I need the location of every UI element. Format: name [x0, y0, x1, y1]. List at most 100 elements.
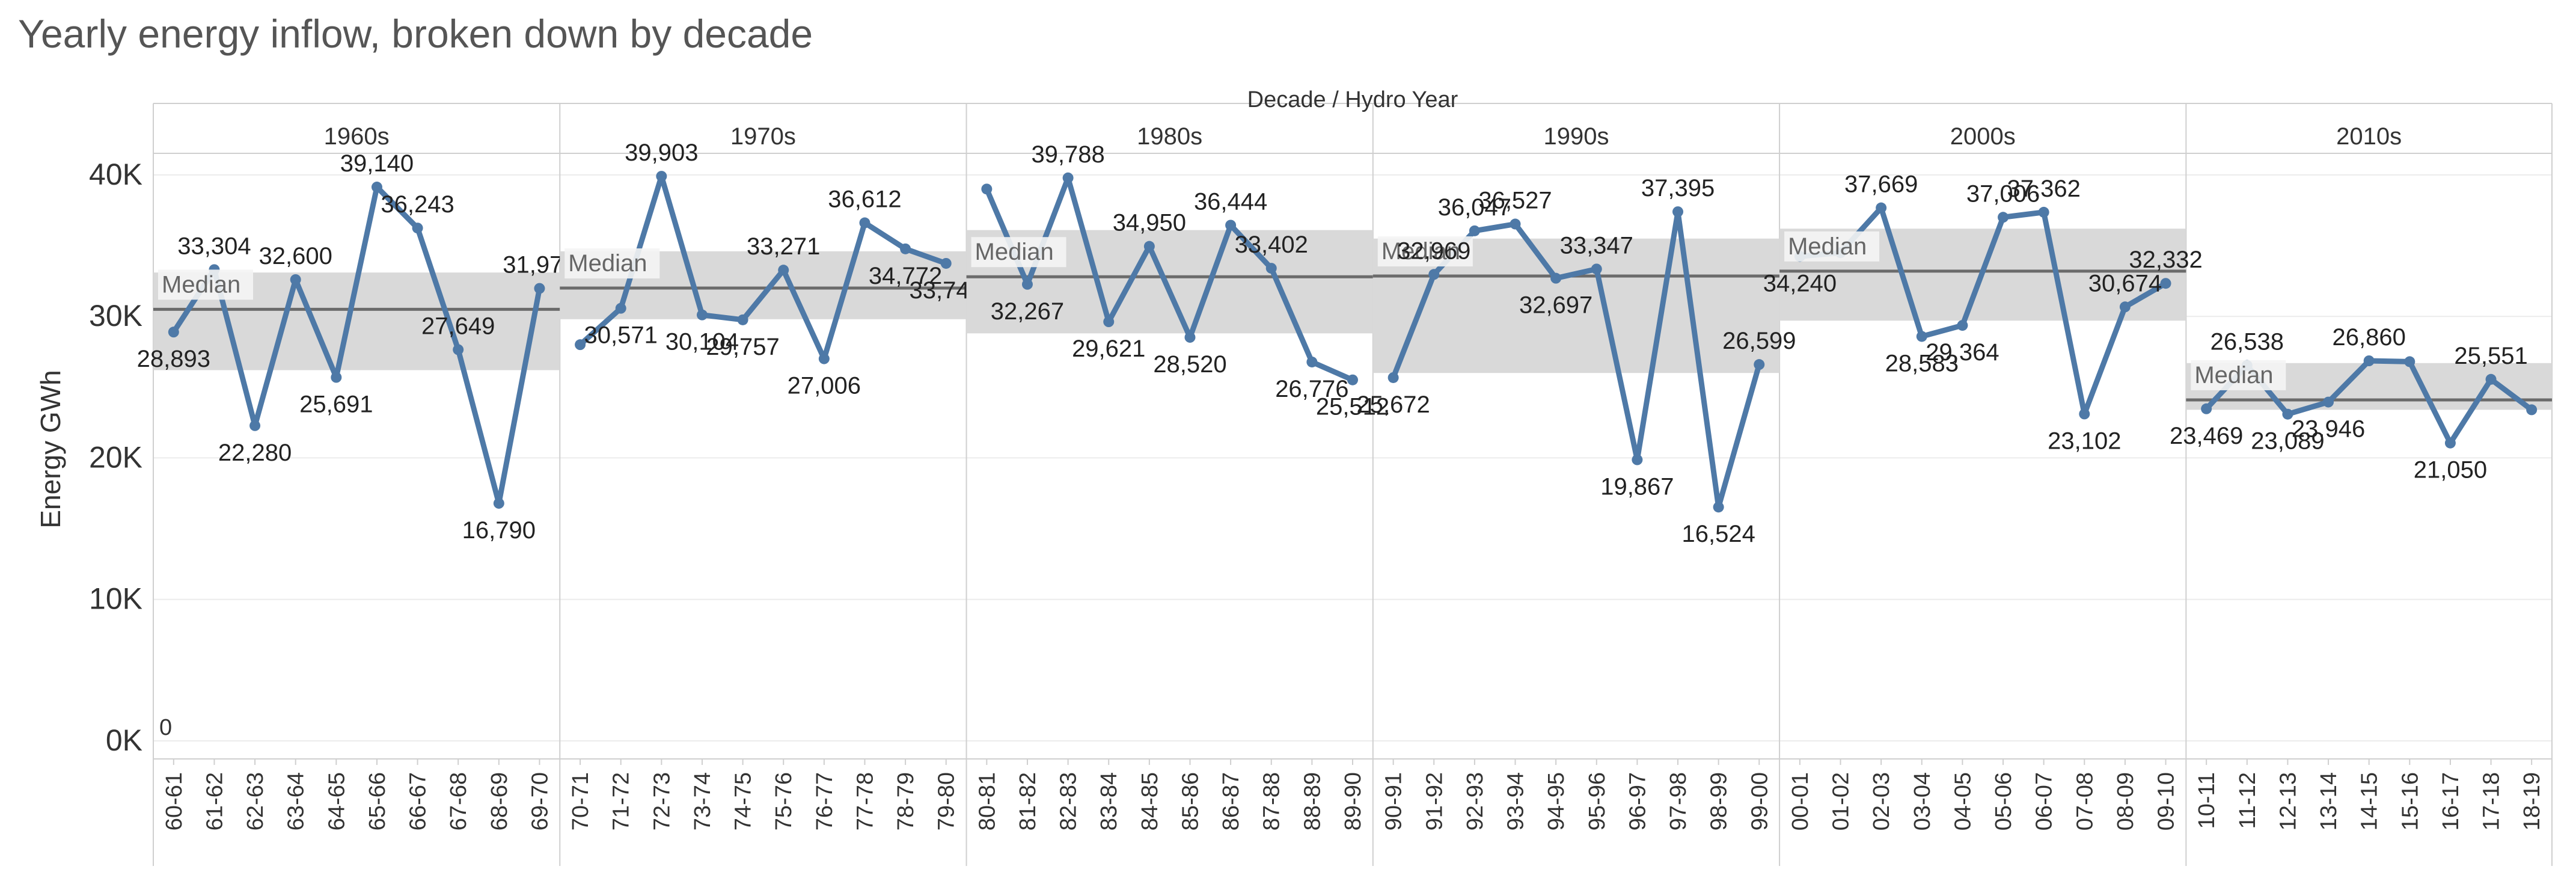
data-point [1591, 263, 1602, 275]
data-point [2282, 408, 2293, 420]
data-point [1510, 218, 1521, 230]
y-axis-label: Energy GWh [35, 370, 66, 528]
median-label-bg [158, 269, 253, 300]
data-point [1713, 502, 1724, 513]
x-tick-label: 02-03 [1869, 772, 1894, 830]
data-label: 27,649 [421, 313, 495, 339]
x-tick-label: 18-19 [2519, 772, 2545, 830]
x-tick-label: 68-69 [487, 772, 512, 830]
data-label: 25,672 [1356, 391, 1430, 418]
data-point [2119, 301, 2131, 313]
series-line [984, 175, 1356, 383]
x-tick-label: 94-95 [1544, 772, 1569, 830]
data-label: 19,867 [1600, 474, 1674, 500]
median-label-bg [564, 248, 660, 279]
data-point [371, 182, 382, 193]
x-tick-label: 64-65 [324, 772, 349, 830]
data-label: 37,362 [2007, 176, 2080, 202]
data-label: 30,674 [2088, 270, 2162, 296]
data-point [2201, 403, 2212, 414]
y-tick-label: 10K [89, 582, 142, 616]
data-point [615, 302, 626, 314]
decade-header: 1980s [1137, 123, 1202, 150]
x-tick-label: 71-72 [609, 772, 634, 830]
data-label: 33,347 [1560, 232, 1633, 259]
data-point [1306, 356, 1318, 367]
data-label: 29,621 [1072, 336, 1145, 362]
data-label: 23,102 [2048, 428, 2121, 454]
data-point [2404, 356, 2415, 367]
data-point [1469, 225, 1480, 236]
zero-label: 0 [159, 715, 172, 740]
x-tick-label: 12-13 [2275, 772, 2301, 830]
data-point [575, 339, 586, 351]
median-label: Median [568, 250, 647, 277]
x-tick-label: 72-73 [649, 772, 675, 830]
data-point [1225, 219, 1237, 231]
x-tick-label: 90-91 [1381, 772, 1407, 830]
y-tick-label: 30K [89, 299, 142, 333]
x-tick-label: 16-17 [2438, 772, 2464, 830]
x-tick-label: 14-15 [2357, 772, 2382, 830]
data-point [981, 183, 993, 195]
data-point [1916, 331, 1927, 342]
data-label: 23,089 [2251, 428, 2324, 455]
data-label: 16,524 [1681, 521, 1755, 547]
y-tick-label: 0K [106, 723, 142, 757]
x-tick-label: 03-04 [1910, 772, 1935, 830]
data-point [2444, 437, 2456, 449]
median-label: Median [975, 239, 1054, 265]
data-point [1387, 372, 1399, 383]
data-point [168, 327, 179, 338]
data-point [1347, 374, 1358, 385]
x-tick-label: 70-71 [568, 772, 593, 830]
x-tick-label: 86-87 [1219, 772, 1244, 830]
median-label: Median [1381, 238, 1460, 265]
data-label: 25,551 [2454, 343, 2527, 369]
decade-header: 1960s [324, 123, 390, 150]
data-label: 37,669 [1844, 171, 1918, 198]
data-point [1550, 272, 1562, 284]
data-point [493, 497, 504, 509]
x-tick-label: 67-68 [446, 772, 471, 830]
y-tick-label: 20K [89, 440, 142, 474]
x-tick-label: 79-80 [934, 772, 959, 830]
x-tick-label: 08-09 [2113, 772, 2138, 830]
x-tick-label: 07-08 [2072, 772, 2097, 830]
data-point [290, 274, 301, 285]
x-tick-label: 06-07 [2032, 772, 2057, 830]
x-tick-label: 69-70 [527, 772, 552, 830]
data-point [453, 344, 464, 355]
x-tick-label: 92-93 [1463, 772, 1488, 830]
data-point [1957, 320, 1968, 331]
data-label: 27,006 [788, 373, 861, 399]
x-tick-label: 93-94 [1504, 772, 1529, 830]
data-label: 30,104 [665, 329, 739, 355]
data-point [2079, 408, 2090, 420]
x-tick-label: 97-98 [1666, 772, 1691, 830]
data-label: 22,280 [218, 440, 292, 466]
data-label: 33,304 [177, 233, 251, 259]
x-tick-label: 60-61 [162, 772, 187, 830]
data-point [1876, 202, 1887, 213]
series-line [577, 173, 949, 362]
x-tick-label: 11-12 [2235, 772, 2260, 829]
data-point [249, 420, 261, 431]
data-point [1998, 212, 2009, 223]
x-tick-label: 80-81 [974, 772, 1000, 830]
x-tick-label: 65-66 [365, 772, 390, 830]
data-label: 28,583 [1885, 350, 1959, 376]
data-label: 33,271 [747, 233, 820, 260]
data-label: 34,772 [869, 263, 942, 289]
data-point [1103, 316, 1115, 328]
data-point [737, 314, 748, 325]
data-label: 26,860 [2333, 324, 2406, 351]
x-tick-label: 75-76 [771, 772, 797, 830]
data-point [2323, 396, 2334, 408]
data-label: 32,697 [1519, 292, 1592, 319]
data-point [534, 283, 545, 294]
data-label: 16,790 [462, 517, 536, 544]
median-label-bg [2191, 360, 2286, 390]
decade-header: 1990s [1543, 123, 1609, 150]
